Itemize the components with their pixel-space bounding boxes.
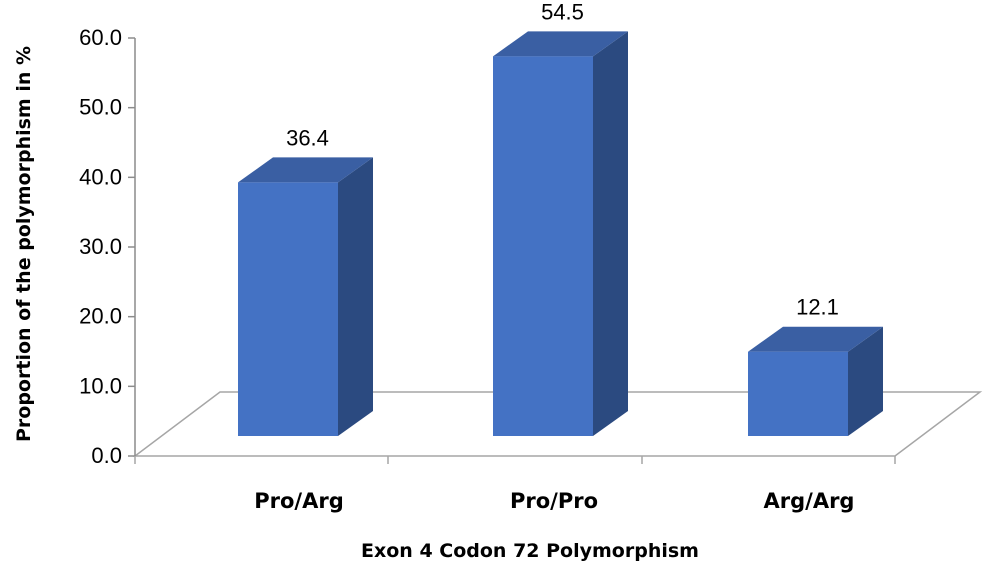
y-tick-label: 10.0 bbox=[79, 373, 122, 398]
y-tick-label: 30.0 bbox=[79, 234, 122, 259]
bar-top-face bbox=[493, 31, 628, 57]
data-label: 36.4 bbox=[286, 125, 329, 150]
y-tick-label: 60.0 bbox=[79, 25, 122, 50]
bar-side-face bbox=[848, 326, 883, 436]
bar-top-face bbox=[238, 157, 373, 183]
y-axis: 0.0 10.0 20.0 30.0 40.0 50.0 60.0 bbox=[79, 25, 896, 468]
bar bbox=[748, 351, 848, 436]
bar bbox=[493, 56, 593, 437]
data-label: 12.1 bbox=[796, 295, 839, 320]
y-tick-label: 20.0 bbox=[79, 304, 122, 329]
x-category-label: Pro/Pro bbox=[510, 489, 598, 513]
data-label: 54.5 bbox=[541, 0, 584, 24]
y-tick-label: 0.0 bbox=[91, 443, 122, 468]
y-axis-title: Proportion of the polymorphism in % bbox=[13, 46, 35, 442]
x-category-label: Pro/Arg bbox=[254, 489, 344, 513]
bar bbox=[238, 182, 338, 436]
bar-top-face bbox=[748, 326, 883, 352]
y-tick-label: 50.0 bbox=[79, 95, 122, 120]
x-category-label: Arg/Arg bbox=[764, 489, 855, 513]
bar-side-face bbox=[338, 157, 373, 436]
labels: 36.4 Pro/Arg 54.5 Pro/Pro 12.1 Arg/Arg bbox=[254, 0, 854, 513]
y-tick-label: 40.0 bbox=[79, 164, 122, 189]
x-axis-title: Exon 4 Codon 72 Polymorphism bbox=[361, 540, 699, 562]
bars bbox=[238, 31, 883, 437]
bar-side-face bbox=[593, 31, 628, 436]
